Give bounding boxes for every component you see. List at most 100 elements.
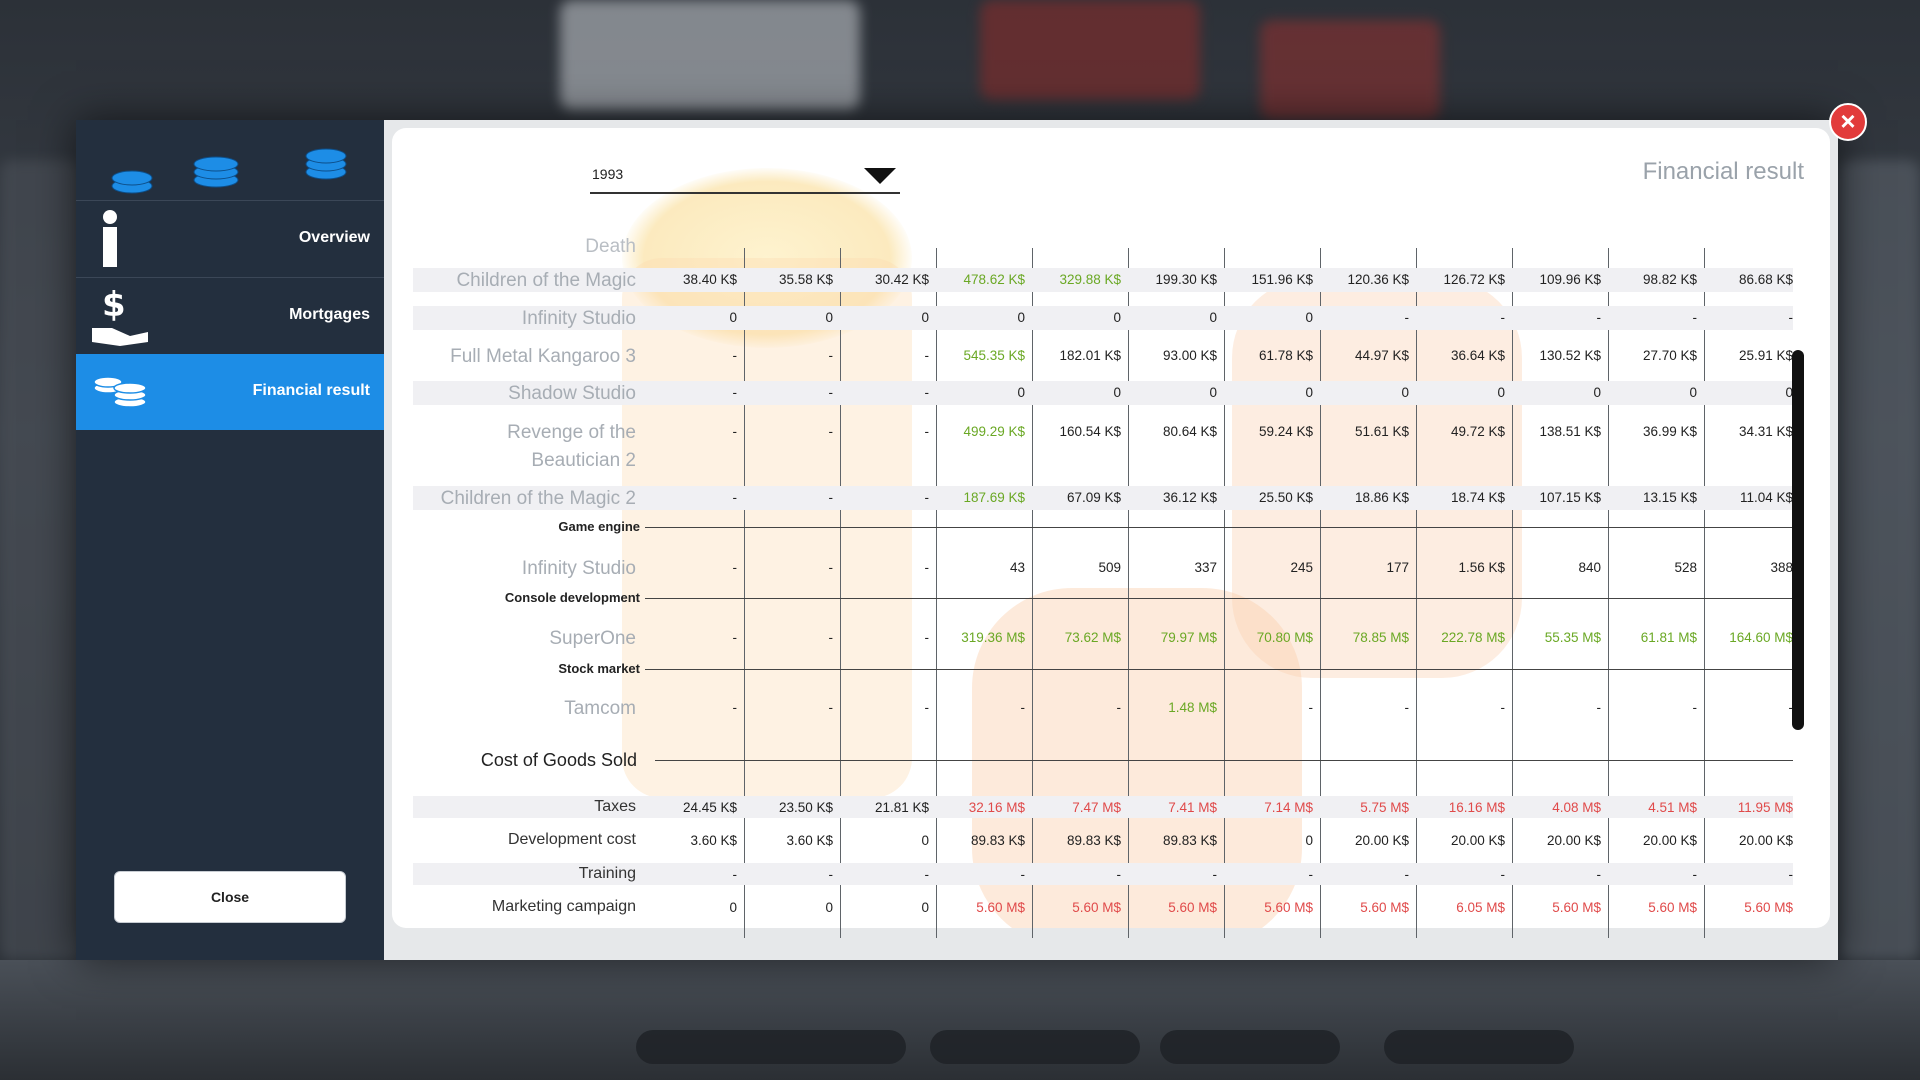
table-cell: 24.45 K$ [682,800,737,815]
table-cell: 0 [729,310,737,325]
section-header: Stock market [558,661,640,676]
row-background [413,306,1793,330]
sidebar: Overview $ Mortgages Financial result Cl… [76,120,384,960]
table-cell: 36.64 K$ [1450,348,1505,363]
table-cell: 20.00 K$ [1450,833,1505,848]
row-label: Taxes [594,798,636,815]
row-label: Development cost [507,831,636,848]
sidebar-item-mortgages[interactable]: $ Mortgages [76,277,384,354]
table-cell: 0 [921,833,929,848]
table-cell: 6.05 M$ [1456,900,1505,915]
sidebar-item-label: Financial result [252,382,370,399]
column-divider [1224,248,1225,938]
table-cell: 319.36 M$ [961,630,1025,645]
table-cell: - [924,490,930,505]
table-cell: 1.48 M$ [1168,700,1217,715]
table-cell: 528 [1674,560,1697,575]
table-cell: 0 [1209,310,1217,325]
column-divider [1704,248,1705,938]
table-cell: 16.16 M$ [1448,800,1505,815]
column-divider [1320,248,1321,938]
table-cell: - [924,385,930,400]
table-cell: 18.74 K$ [1450,490,1505,505]
row-background [413,486,1793,510]
table-cell: 0 [921,900,929,915]
table-cell: - [828,348,834,363]
table-cell: 49.72 K$ [1450,424,1505,439]
row-label: Marketing campaign [491,898,636,915]
table-cell: 0 [1689,385,1697,400]
table-cell: - [828,424,834,439]
section-divider [645,598,1793,599]
table-cell: - [924,867,930,882]
sidebar-item-label: Mortgages [289,306,370,323]
table-cell: 34.31 K$ [1738,424,1793,439]
table-cell: - [924,424,930,439]
table-cell: 7.47 M$ [1072,800,1121,815]
table-cell: 98.82 K$ [1642,272,1697,287]
table-cell: - [732,700,738,715]
row-label: Infinity Studio [521,308,636,329]
table-cell: - [1596,700,1602,715]
table-cell: 61.81 M$ [1640,630,1697,645]
table-cell: 107.15 K$ [1539,490,1601,505]
table-cell: - [732,348,738,363]
table-cell: 59.24 K$ [1258,424,1313,439]
column-divider [744,248,745,938]
table-cell: - [1500,867,1506,882]
table-cell: 89.83 K$ [1162,833,1217,848]
table-cell: 7.41 M$ [1168,800,1217,815]
sidebar-item-overview[interactable]: Overview [76,200,384,277]
table-cell: 3.60 K$ [786,833,833,848]
table-cell: 30.42 K$ [874,272,929,287]
table-cell: 120.36 K$ [1347,272,1409,287]
table-cell: 164.60 M$ [1729,630,1793,645]
table-cell: 545.35 K$ [963,348,1025,363]
table-cell: 151.96 K$ [1251,272,1313,287]
table-cell: 86.68 K$ [1738,272,1793,287]
table-cell: - [1116,867,1122,882]
table-cell: - [1404,310,1410,325]
table-cell: - [1308,867,1314,882]
row-label: Revenge of the [507,422,636,443]
table-cell: 0 [1593,385,1601,400]
table-cell: 388 [1770,560,1793,575]
row-label: Training [578,865,636,882]
table-cell: 78.85 M$ [1352,630,1409,645]
table-cell: 51.61 K$ [1354,424,1409,439]
table-cell: 182.01 K$ [1059,348,1121,363]
table-cell: 0 [825,310,833,325]
table-cell: 38.40 K$ [682,272,737,287]
table-cell: 18.86 K$ [1354,490,1409,505]
table-cell: 245 [1290,560,1313,575]
table-cell: 89.83 K$ [1066,833,1121,848]
table-cell: 32.16 M$ [968,800,1025,815]
section-divider [645,527,1793,528]
table-cell: - [732,490,738,505]
table-cell: 0 [825,900,833,915]
table-cell: 80.64 K$ [1162,424,1217,439]
table-cell: 329.88 K$ [1059,272,1121,287]
table-cell: 0 [1497,385,1505,400]
table-cell: - [1596,310,1602,325]
column-divider [1416,248,1417,938]
table-cell: - [732,385,738,400]
table-cell: 0 [1113,385,1121,400]
table-cell: 0 [729,900,737,915]
table-cell: - [1692,867,1698,882]
column-divider [1032,248,1033,938]
table-cell: 0 [1017,385,1025,400]
table-cell: 337 [1194,560,1217,575]
close-button[interactable]: Close [114,871,346,923]
vertical-scrollbar[interactable] [1792,350,1804,730]
table-cell: - [1020,700,1026,715]
table-cell: 36.99 K$ [1642,424,1697,439]
table-cell: - [1212,867,1218,882]
sidebar-item-financial-result[interactable]: Financial result [76,354,384,430]
coin-stack-icon [76,128,384,208]
table-cell: 0 [1305,385,1313,400]
table-cell: 5.60 M$ [976,900,1025,915]
table-cell: 5.75 M$ [1360,800,1409,815]
year-dropdown[interactable]: 1993 [590,158,900,194]
close-icon[interactable]: × [1829,103,1867,141]
